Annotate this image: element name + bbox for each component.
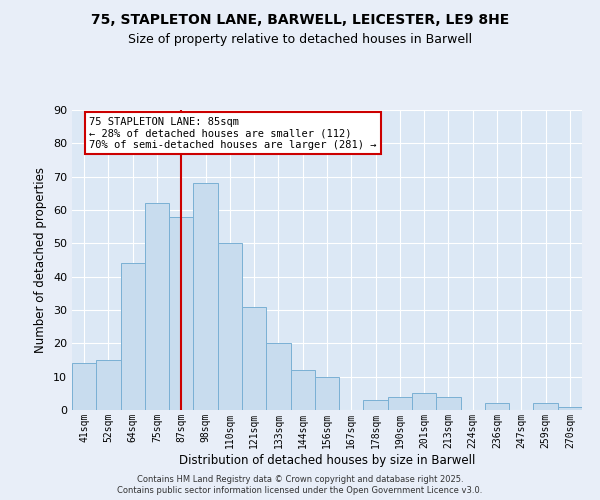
Bar xyxy=(485,404,509,410)
X-axis label: Distribution of detached houses by size in Barwell: Distribution of detached houses by size … xyxy=(179,454,475,466)
Bar xyxy=(558,406,582,410)
Bar xyxy=(145,204,169,410)
Bar xyxy=(315,376,339,410)
Bar xyxy=(364,400,388,410)
Bar xyxy=(412,394,436,410)
Text: Size of property relative to detached houses in Barwell: Size of property relative to detached ho… xyxy=(128,32,472,46)
Text: 75 STAPLETON LANE: 85sqm
← 28% of detached houses are smaller (112)
70% of semi-: 75 STAPLETON LANE: 85sqm ← 28% of detach… xyxy=(89,116,377,150)
Bar xyxy=(266,344,290,410)
Text: Contains HM Land Registry data © Crown copyright and database right 2025.: Contains HM Land Registry data © Crown c… xyxy=(137,475,463,484)
Bar xyxy=(218,244,242,410)
Bar xyxy=(388,396,412,410)
Bar xyxy=(96,360,121,410)
Bar xyxy=(169,216,193,410)
Text: 75, STAPLETON LANE, BARWELL, LEICESTER, LE9 8HE: 75, STAPLETON LANE, BARWELL, LEICESTER, … xyxy=(91,12,509,26)
Bar xyxy=(72,364,96,410)
Bar xyxy=(533,404,558,410)
Bar xyxy=(436,396,461,410)
Bar xyxy=(242,306,266,410)
Bar xyxy=(290,370,315,410)
Y-axis label: Number of detached properties: Number of detached properties xyxy=(34,167,47,353)
Bar xyxy=(193,184,218,410)
Bar xyxy=(121,264,145,410)
Text: Contains public sector information licensed under the Open Government Licence v3: Contains public sector information licen… xyxy=(118,486,482,495)
